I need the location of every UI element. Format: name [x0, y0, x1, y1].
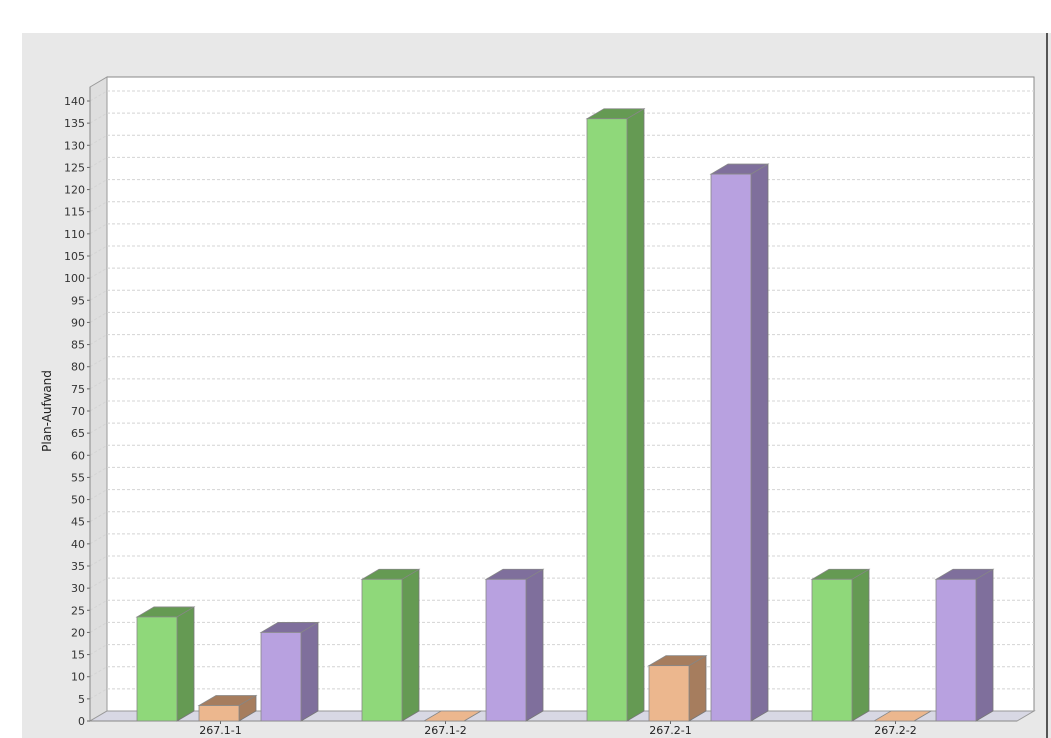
x-category-label: 267.2-2	[874, 724, 916, 737]
panel-border	[1046, 33, 1048, 738]
y-tick-label: 130	[64, 139, 85, 152]
gridline-wall	[89, 267, 108, 279]
gridline-wall	[89, 533, 108, 545]
y-tick-label: 15	[71, 649, 85, 662]
y-tick-label: 100	[64, 272, 85, 285]
bar-1-267.2-1	[585, 108, 646, 722]
y-tick-label: 75	[71, 383, 85, 396]
gridline-wall	[89, 179, 108, 191]
gridline-wall	[89, 134, 108, 146]
gridline-wall	[89, 577, 108, 589]
gridline-wall	[89, 621, 108, 633]
bar-front	[485, 578, 527, 722]
gridline-wall	[89, 555, 108, 567]
bar-front	[136, 616, 178, 722]
bar-2-267.2-2	[872, 710, 933, 722]
gridline-wall	[89, 511, 108, 523]
gridline-wall	[89, 378, 108, 390]
y-axis-label: Plan-Aufwand	[40, 370, 54, 452]
y-tick-label: 110	[64, 228, 85, 241]
bar-front	[710, 173, 752, 722]
x-category-label: 267.2-1	[649, 724, 691, 737]
x-category-label: 267.1-1	[199, 724, 241, 737]
gridline-wall	[89, 334, 108, 346]
y-tick-label: 70	[71, 405, 85, 418]
bar-front	[260, 632, 302, 722]
y-tick-label: 0	[78, 715, 85, 728]
gridline-wall	[89, 688, 108, 700]
bar-front	[811, 578, 853, 722]
bar-front	[935, 578, 977, 722]
gridline-wall	[89, 289, 108, 301]
y-tick-label: 95	[71, 294, 85, 307]
y-tick-label: 20	[71, 626, 85, 639]
bar-top	[872, 710, 933, 722]
gridline-wall	[89, 90, 108, 102]
gridline-wall	[89, 223, 108, 235]
bar-side	[688, 654, 707, 722]
bar-side	[975, 568, 994, 722]
y-tick-label: 140	[64, 95, 85, 108]
bar-side	[300, 621, 319, 722]
plot-back-wall	[106, 76, 1035, 712]
y-tick-label: 115	[64, 206, 85, 219]
y-tick-label: 125	[64, 161, 85, 174]
bar-1-267.2-2	[810, 568, 871, 722]
bar-side	[401, 568, 420, 722]
y-tick-label: 55	[71, 471, 85, 484]
y-tick-label: 45	[71, 516, 85, 529]
gridline-wall	[89, 466, 108, 478]
gridline-wall	[89, 599, 108, 611]
bar-side	[750, 163, 769, 722]
bar-front	[198, 705, 240, 722]
gridline-wall	[89, 400, 108, 412]
bar-2-267.1-1	[197, 694, 258, 722]
bar-front	[361, 578, 403, 722]
gridline-wall	[89, 156, 108, 168]
gridline-wall	[89, 356, 108, 368]
x-category-label: 267.1-2	[424, 724, 466, 737]
gridline-wall	[89, 311, 108, 323]
y-tick-label: 25	[71, 604, 85, 617]
y-tick-label: 60	[71, 449, 85, 462]
y-tick-label: 50	[71, 494, 85, 507]
gridline-wall	[89, 201, 108, 213]
y-tick-label: 5	[78, 693, 85, 706]
y-tick-label: 35	[71, 560, 85, 573]
bar-1-267.1-2	[360, 568, 421, 722]
bar-3-267.1-2	[484, 568, 545, 722]
bar-side	[525, 568, 544, 722]
bar-3-267.2-1	[709, 163, 770, 722]
bar-side	[851, 568, 870, 722]
y-tick-label: 120	[64, 184, 85, 197]
gridline-wall	[89, 444, 108, 456]
bar-front	[648, 665, 690, 722]
y-tick-label: 10	[71, 671, 85, 684]
gridline-wall	[89, 489, 108, 501]
y-tick-label: 80	[71, 361, 85, 374]
gridline-wall	[89, 112, 108, 124]
bar-3-267.1-1	[259, 621, 320, 722]
gridline-wall	[89, 245, 108, 257]
y-tick-label: 135	[64, 117, 85, 130]
bar-side	[626, 108, 645, 722]
y-tick-label: 90	[71, 316, 85, 329]
y-tick-label: 40	[71, 538, 85, 551]
bar-side	[176, 606, 195, 722]
y-tick-label: 85	[71, 339, 85, 352]
bar-2-267.1-2	[422, 710, 483, 722]
gridline-wall	[89, 666, 108, 678]
y-tick-label: 65	[71, 427, 85, 440]
bar-top	[422, 710, 483, 722]
bar-3-267.2-2	[934, 568, 995, 722]
bar-1-267.1-1	[135, 606, 196, 722]
bar-front	[586, 118, 628, 722]
gridline-wall	[89, 644, 108, 656]
y-tick-label: 30	[71, 582, 85, 595]
gridline-wall	[89, 422, 108, 434]
y-tick-label: 105	[64, 250, 85, 263]
bar-2-267.2-1	[647, 654, 708, 722]
